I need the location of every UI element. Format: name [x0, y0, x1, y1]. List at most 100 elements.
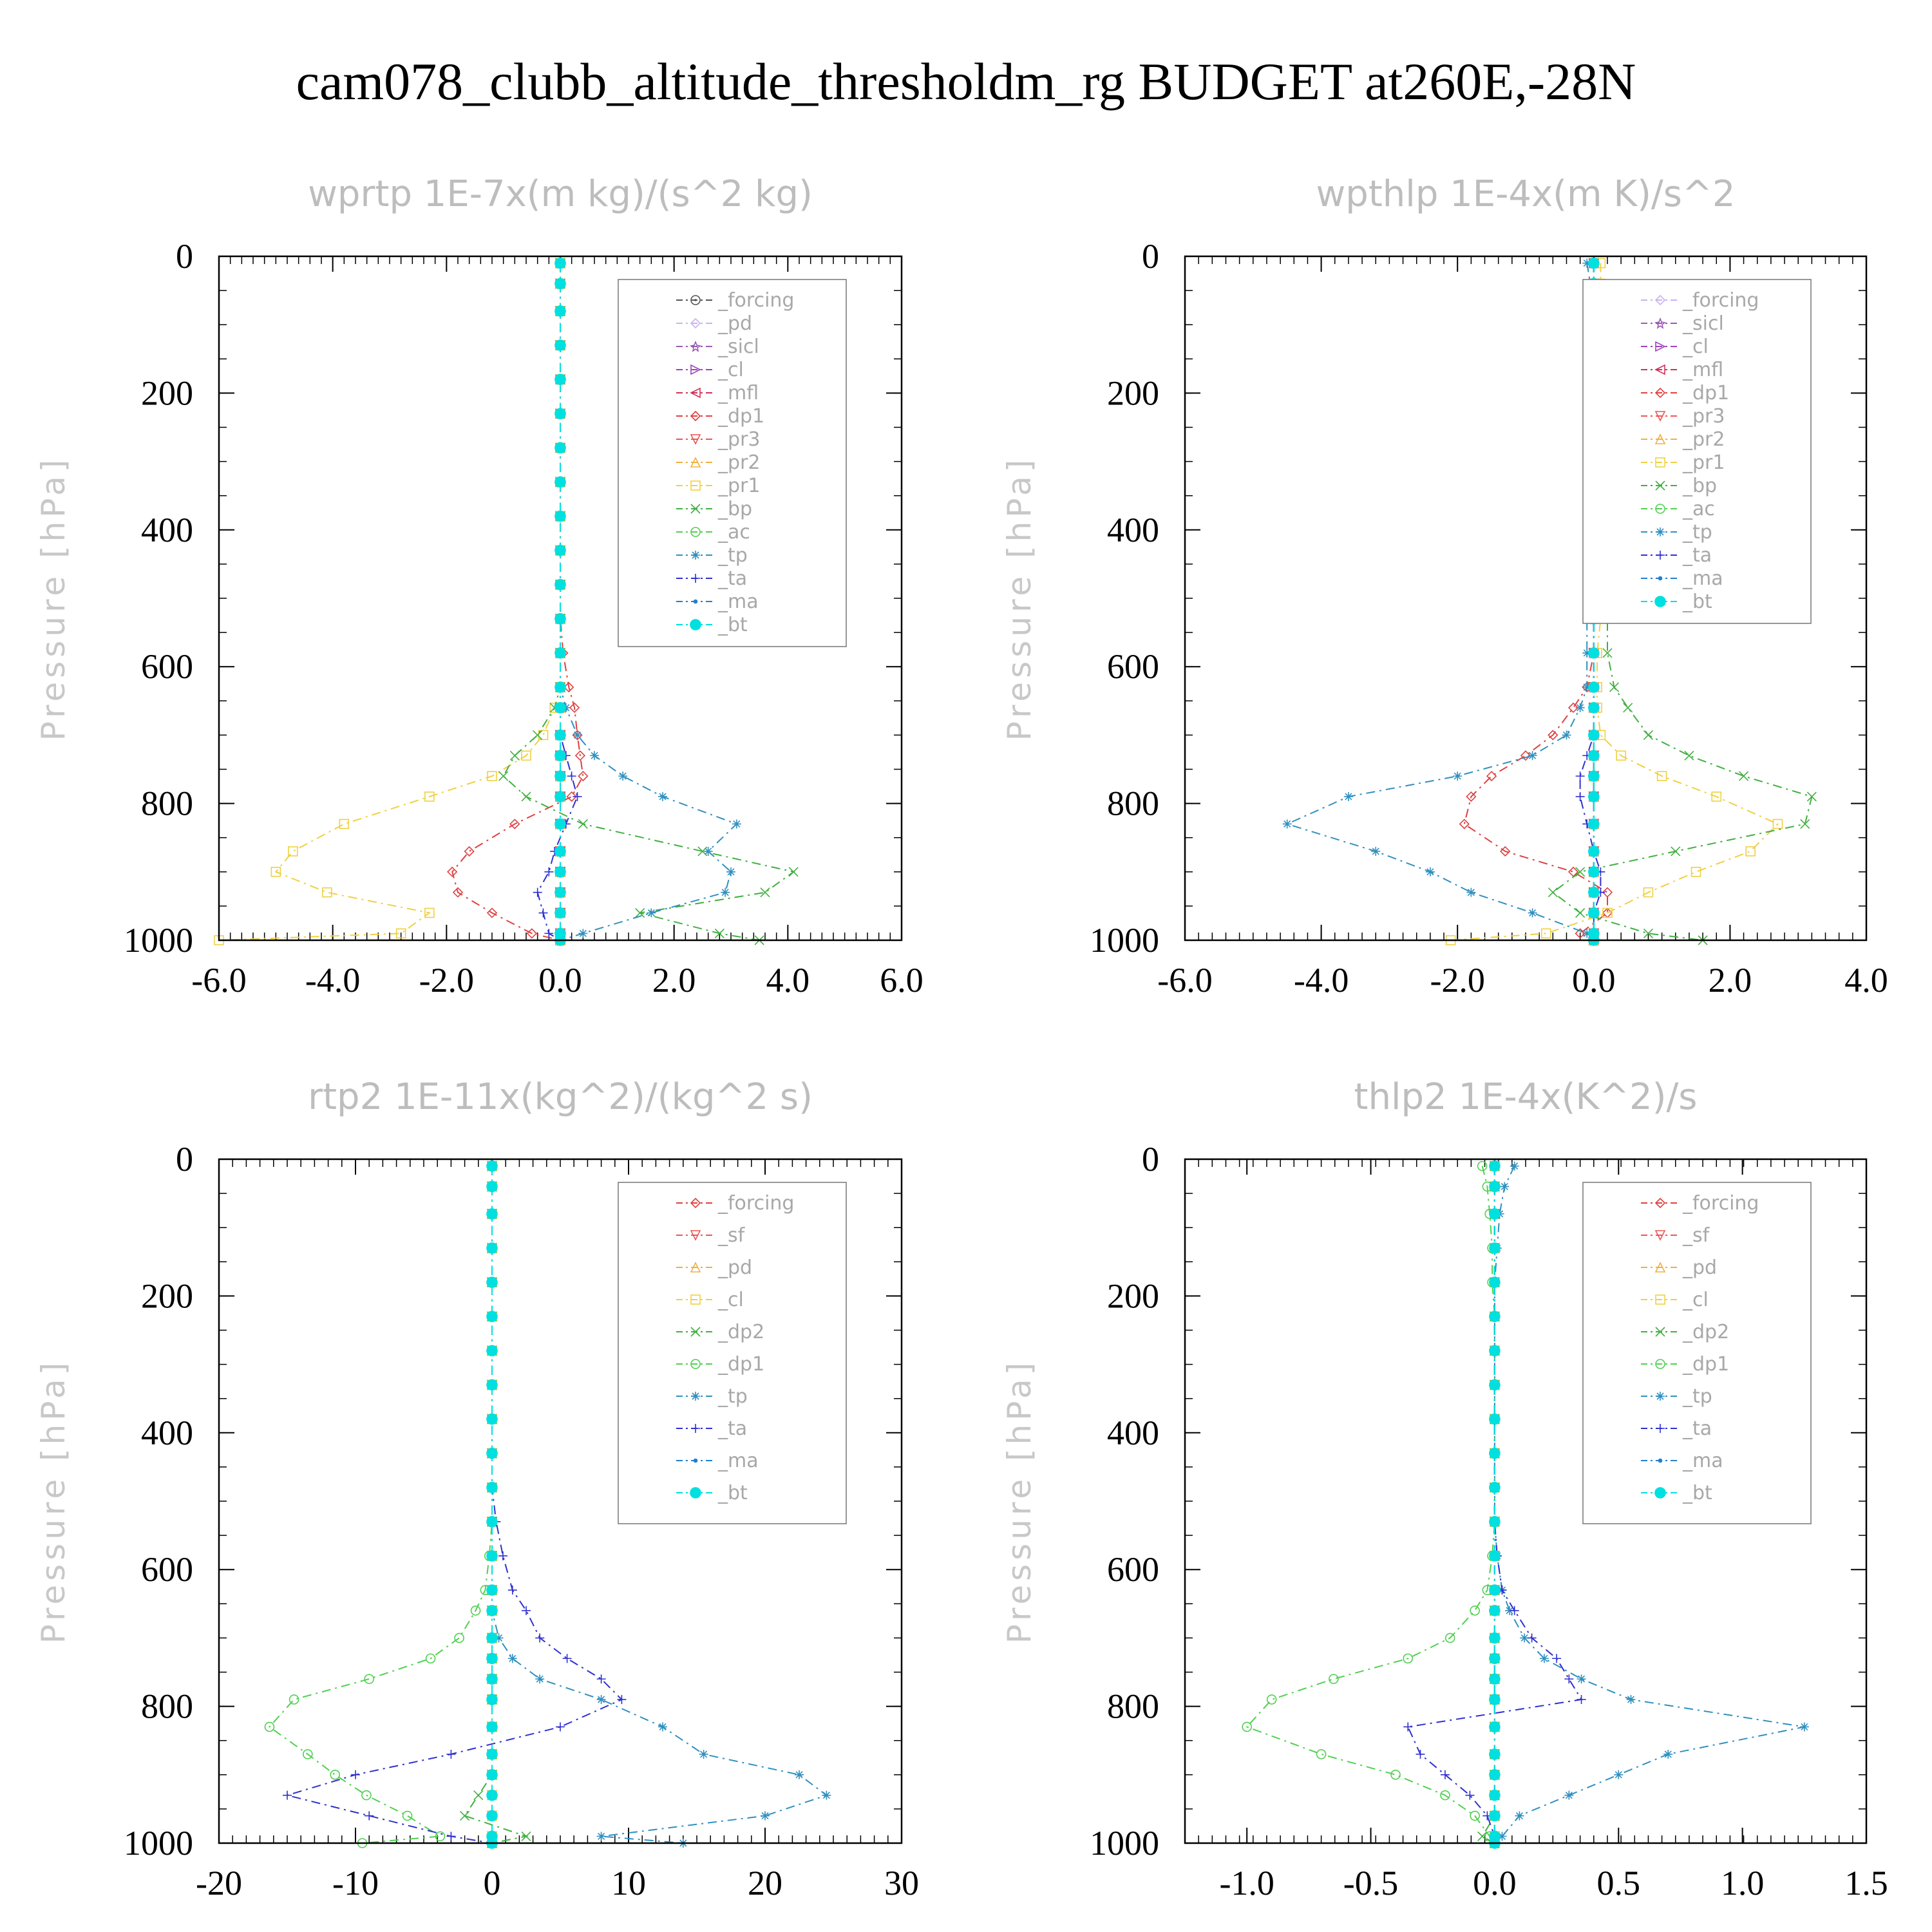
data-point-bt: [486, 1413, 498, 1425]
data-point-ta: [351, 1770, 360, 1779]
x-tick-label: 4.0: [1844, 961, 1888, 999]
data-point-dp1: [425, 1653, 436, 1664]
data-point-dp2: [460, 1810, 470, 1821]
data-point-tp: [761, 1811, 770, 1821]
legend: _forcing _sf _pd _cl _dp2 _dp1 _tp _ta _ma _bt: [1582, 1182, 1812, 1524]
legend-label: _mfl: [1682, 359, 1723, 381]
data-point-tp: [822, 1790, 831, 1800]
data-point-bt: [486, 1379, 498, 1391]
legend-label: _pd: [1682, 1256, 1717, 1279]
legend-label: _pr3: [1682, 405, 1725, 428]
data-point-bt: [486, 1789, 498, 1801]
data-point-bt: [1489, 1413, 1501, 1425]
data-point-bt: [1489, 1584, 1501, 1596]
data-point-bt: [1588, 886, 1600, 898]
data-point-pr1: [538, 730, 549, 741]
data-point-bp: [760, 887, 770, 898]
y-tick-label: 0: [176, 237, 193, 276]
data-point-bt: [1489, 1242, 1501, 1254]
x-tick-label: 0.5: [1597, 1864, 1641, 1902]
legend-marker: [690, 1197, 701, 1209]
data-point-bt: [1489, 1516, 1501, 1528]
legend-marker: [1654, 433, 1666, 444]
data-point-pr1: [1602, 907, 1613, 918]
data-point-ta: [1527, 1633, 1537, 1643]
data-point-dp1: [1477, 1160, 1488, 1171]
data-point-bt: [554, 305, 566, 317]
data-point-dp1: [578, 770, 589, 782]
legend-marker: [690, 410, 701, 422]
data-point-bt: [486, 1694, 498, 1705]
data-point-bp: [1684, 750, 1694, 761]
data-point-ta: [596, 1674, 606, 1684]
data-point-tp: [494, 1633, 504, 1643]
data-point-pr1: [270, 867, 281, 877]
data-point-bt: [486, 1721, 498, 1733]
data-point-bt: [486, 1481, 498, 1493]
data-point-ta: [507, 1586, 517, 1595]
data-point-bt: [486, 1180, 498, 1193]
legend-marker: [1655, 1294, 1665, 1305]
data-point-dp1: [330, 1770, 341, 1780]
data-point-bt: [486, 1447, 498, 1459]
y-tick-label: 0: [1142, 1140, 1159, 1179]
legend-marker: [1656, 551, 1665, 560]
data-point-bt: [1588, 729, 1600, 741]
data-point-pr1: [487, 771, 497, 781]
legend-marker: [1654, 596, 1666, 607]
panel-title: wprtp 1E-7x(m kg)/(s^2 kg): [308, 173, 813, 215]
data-point-ta: [522, 1605, 531, 1615]
data-point-dp1: [264, 1721, 275, 1732]
data-point-bt: [554, 750, 566, 762]
y-tick-label: 800: [1107, 1687, 1159, 1726]
legend-label: _pr1: [1682, 451, 1725, 474]
data-point-pr1: [521, 750, 531, 761]
data-point-bp: [1623, 703, 1633, 713]
data-point-bp: [1575, 867, 1586, 877]
y-tick-label: 600: [1107, 647, 1159, 686]
y-tick-label: 600: [1107, 1550, 1159, 1589]
x-tick-label: 0: [484, 1864, 501, 1902]
legend-label: _dp1: [717, 405, 764, 428]
x-tick-label: 2.0: [652, 961, 696, 999]
legend-label: _dp1: [1682, 382, 1729, 404]
data-point-ta: [498, 1551, 507, 1560]
data-point-bp: [498, 771, 509, 781]
legend-marker: [1654, 1262, 1666, 1273]
y-axis-label: Pressure [hPa]: [1001, 1359, 1038, 1644]
legend-marker: [1655, 1359, 1665, 1369]
data-point-ta: [1577, 1694, 1586, 1704]
legend-label: _bt: [717, 1482, 748, 1504]
legend-box: [1582, 279, 1812, 624]
legend-marker: [1654, 411, 1666, 422]
data-point-tp: [699, 1749, 708, 1759]
data-point-ta: [538, 908, 548, 918]
y-tick-label: 1000: [124, 921, 193, 960]
data-point-bt: [486, 1632, 498, 1644]
data-point-tp: [1466, 887, 1476, 897]
data-point-tp: [1577, 1674, 1586, 1684]
data-point-bt: [554, 866, 566, 878]
data-point-tp: [1582, 258, 1592, 268]
data-point-dp1: [361, 1790, 372, 1801]
data-point-bt: [486, 1242, 498, 1254]
legend-marker: [690, 619, 701, 630]
data-point-bt: [554, 510, 566, 522]
data-point-tp: [658, 791, 667, 801]
data-point-bt: [554, 770, 566, 782]
data-point-dp1: [486, 907, 498, 918]
data-point-tp: [1343, 791, 1353, 801]
data-point-dp1: [1520, 750, 1531, 761]
data-point-dp2: [521, 1831, 531, 1841]
x-tick-label: 10: [611, 1864, 646, 1902]
data-point-dp1: [1316, 1749, 1327, 1759]
x-tick-label: -6.0: [1157, 961, 1212, 999]
data-point-ta: [1564, 1674, 1574, 1684]
data-point-bt: [1489, 1721, 1501, 1733]
legend-marker: [690, 1294, 701, 1305]
data-point-tp: [658, 1722, 667, 1732]
data-point-bt: [1489, 1769, 1501, 1781]
data-point-tp: [596, 1832, 606, 1841]
data-point-dp1: [1266, 1694, 1277, 1705]
legend-marker: [1654, 364, 1665, 375]
